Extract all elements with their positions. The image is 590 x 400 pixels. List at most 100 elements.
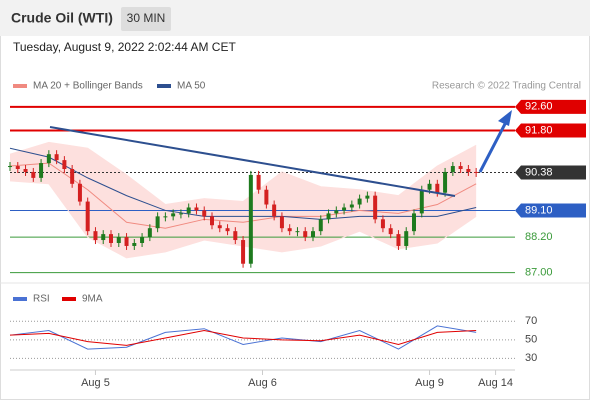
candle: [163, 216, 168, 218]
candle: [39, 163, 44, 178]
x-tick-label: Aug 14: [478, 377, 513, 389]
candle: [62, 160, 67, 169]
candle: [85, 201, 90, 232]
trend-line: [49, 126, 456, 197]
rsi-line: [9, 325, 477, 350]
candle: [140, 237, 145, 243]
candle: [256, 174, 261, 190]
candle: [116, 237, 121, 243]
candle: [380, 219, 385, 229]
candle: [427, 183, 432, 190]
candle: [279, 216, 284, 229]
candle: [458, 166, 463, 169]
timeframe: 30 MIN: [127, 11, 166, 25]
candle: [404, 231, 409, 246]
candle: [326, 213, 331, 220]
candle: [435, 183, 440, 193]
candle: [109, 234, 113, 243]
candle: [101, 234, 106, 241]
candle: [396, 234, 401, 246]
x-tick-label: Aug 5: [81, 377, 110, 389]
candle: [287, 228, 292, 232]
credit: Research © 2022 Trading Central: [432, 81, 581, 92]
candle: [70, 169, 75, 184]
y-tick-label: 70: [525, 315, 537, 327]
legend-label: MA 50: [177, 81, 206, 92]
bollinger-band: [10, 142, 477, 258]
level-label: 90.38: [525, 166, 553, 178]
candle: [46, 154, 51, 164]
candle: [54, 154, 59, 161]
date: Tuesday, August 9, 2022 2:02:44 AM CET: [13, 40, 236, 54]
candle: [8, 166, 12, 168]
candle: [210, 216, 214, 226]
legend-swatch: [13, 84, 27, 88]
level-tag: [515, 123, 586, 138]
level-tag: [515, 99, 586, 114]
candle: [311, 231, 315, 238]
y-tick-label: 30: [525, 352, 537, 364]
header-bar: [0, 0, 590, 36]
candle: [178, 213, 183, 215]
level-tag: [515, 165, 586, 180]
candle: [241, 240, 246, 264]
x-tick-label: Aug 6: [248, 377, 277, 389]
candle: [474, 171, 479, 173]
candle: [31, 171, 36, 178]
rsi-panel: RSI 9MA 70 50 30: [9, 294, 537, 364]
legend-swatch: [62, 297, 76, 301]
candle: [23, 169, 28, 172]
moving-average: [9, 147, 477, 220]
candle: [248, 174, 253, 264]
level-label: 87.00: [525, 267, 553, 279]
level-label: 88.20: [525, 231, 553, 243]
candle: [450, 166, 455, 172]
legend-swatch: [13, 297, 27, 301]
candle: [93, 231, 98, 241]
candle: [264, 189, 269, 205]
level-label: 92.60: [525, 101, 553, 113]
candle: [15, 166, 20, 169]
candle: [466, 169, 471, 172]
candle: [349, 204, 354, 208]
level-label: 91.80: [525, 124, 553, 136]
arrow-head: [498, 110, 512, 126]
candle: [373, 195, 378, 220]
candle: [443, 171, 448, 193]
price-panel: 92.60 91.80 90.38 89.10 88.20 87.00: [8, 99, 586, 279]
candle: [77, 183, 82, 202]
candle: [186, 207, 191, 214]
candle: [303, 231, 308, 238]
band-edge: [9, 141, 477, 206]
candle: [342, 207, 347, 211]
candle: [132, 243, 137, 246]
legend-label: MA 20 + Bollinger Bands: [33, 81, 143, 92]
legend-swatch: [157, 84, 171, 88]
candle: [272, 204, 277, 217]
candle: [318, 219, 323, 232]
rsi-line: [9, 330, 477, 346]
chart-title: Crude Oil (WTI): [11, 10, 113, 26]
moving-average: [9, 162, 477, 229]
candle: [412, 213, 416, 232]
candle: [334, 210, 339, 214]
level-label: 89.10: [525, 204, 553, 216]
legend-label: RSI: [33, 294, 50, 305]
candle: [233, 231, 238, 241]
candle: [194, 207, 199, 211]
arrow-shaft: [478, 121, 508, 173]
candle: [365, 195, 370, 199]
x-tick-label: Aug 9: [415, 377, 444, 389]
candle: [295, 231, 300, 233]
candle: [419, 189, 424, 214]
level-tag: [515, 203, 586, 218]
candle: [388, 228, 393, 235]
legend-label: 9MA: [82, 294, 103, 305]
candle: [147, 228, 152, 238]
candle: [124, 237, 129, 246]
candle: [225, 228, 230, 232]
candle: [357, 198, 362, 205]
candle: [171, 213, 176, 217]
candle: [155, 216, 160, 229]
